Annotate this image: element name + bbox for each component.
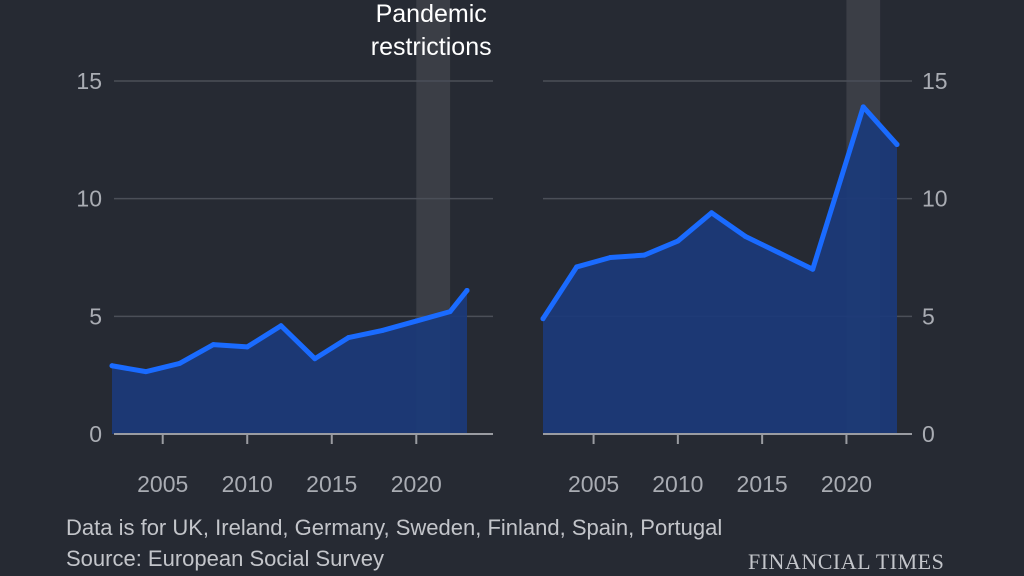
chart-panel-left: 0 5 10 15 2005 2010 2015 2020 Pandemic restrictio…	[76, 0, 493, 497]
data-point	[210, 342, 216, 348]
data-point	[278, 323, 284, 329]
series-area	[543, 106, 897, 435]
data-point	[346, 335, 352, 341]
data-point	[447, 309, 453, 315]
data-point	[776, 250, 782, 256]
data-point	[607, 255, 613, 260]
chart-footnote: Data is for UK, Ireland, Germany, Sweden…	[66, 515, 723, 540]
data-point	[379, 327, 385, 333]
data-point	[709, 210, 715, 216]
data-point	[540, 316, 546, 322]
y-tick-label: 15	[76, 68, 102, 94]
y-tick-label: 5	[89, 303, 102, 329]
x-tick-label: 2020	[391, 471, 442, 497]
annotation-line-1: Pandemic	[376, 0, 487, 28]
data-point	[574, 264, 580, 270]
annotation-line-2: restrictions	[371, 33, 492, 61]
data-point	[641, 252, 647, 258]
data-point	[143, 369, 149, 375]
y-tick-label: 10	[922, 186, 948, 212]
data-point	[675, 238, 681, 244]
series-line	[109, 287, 470, 375]
data-point	[244, 344, 250, 350]
series-area	[112, 290, 467, 434]
x-tick-label: 2015	[737, 471, 788, 497]
data-point	[109, 363, 115, 369]
data-point	[742, 233, 748, 239]
publisher-logo: FINANCIAL TIMES	[748, 549, 945, 574]
chart-panel-right: 0 5 10 15 2005 2010 2015 2020	[540, 0, 948, 497]
data-point	[464, 287, 470, 293]
data-point	[177, 360, 183, 366]
data-point	[894, 142, 900, 148]
y-tick-label: 0	[922, 421, 935, 447]
y-tick-label: 5	[922, 303, 935, 329]
x-tick-label: 2005	[137, 471, 188, 497]
x-tick-label: 2010	[222, 471, 273, 497]
data-point	[413, 318, 419, 324]
data-point	[312, 356, 318, 362]
x-tick-label: 2020	[821, 471, 872, 497]
y-tick-label: 10	[76, 186, 102, 212]
x-tick-label: 2005	[568, 471, 619, 497]
data-point	[860, 104, 866, 110]
data-point	[810, 266, 816, 272]
y-tick-label: 15	[922, 68, 948, 94]
x-tick-label: 2010	[652, 471, 703, 497]
chart-source: Source: European Social Survey	[66, 546, 384, 571]
x-tick-label: 2015	[306, 471, 357, 497]
y-tick-label: 0	[89, 421, 102, 447]
